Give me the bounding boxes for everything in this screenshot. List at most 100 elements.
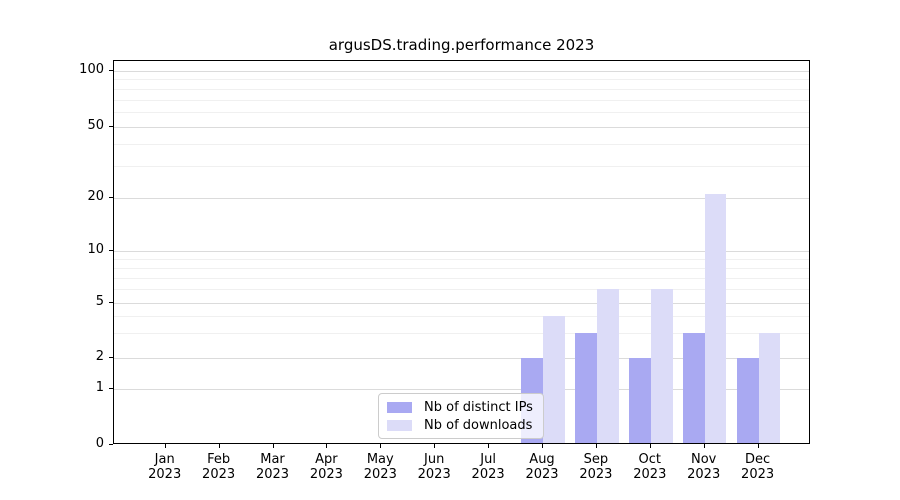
major-gridline — [114, 389, 809, 390]
major-gridline — [114, 357, 809, 359]
major-gridline — [114, 302, 809, 304]
minor-gridline — [114, 143, 809, 145]
x-tick-mark — [326, 444, 328, 448]
y-tick-mark — [109, 301, 113, 303]
x-tick-year: 2023 — [471, 467, 505, 482]
x-tick-mark — [542, 444, 543, 448]
x-tick-label-oct: Oct 2023 — [622, 452, 678, 482]
x-tick-label-jul: Jul 2023 — [460, 452, 516, 482]
x-tick-month: Dec — [745, 452, 771, 467]
x-tick-year: 2023 — [633, 467, 667, 482]
x-tick-mark — [757, 444, 759, 448]
major-gridline — [114, 71, 809, 72]
x-tick-year: 2023 — [741, 467, 775, 482]
bar-downloads-dec — [758, 333, 781, 444]
x-tick-month: Sep — [583, 452, 609, 467]
y-tick-mark — [109, 196, 113, 198]
x-tick-label-nov: Nov 2023 — [676, 452, 732, 482]
minor-gridline — [114, 277, 809, 279]
y-tick-mark — [109, 356, 113, 358]
x-tick-label-may: May 2023 — [352, 452, 408, 482]
bar-downloads-nov — [704, 193, 727, 444]
major-gridline — [114, 126, 809, 128]
y-tick-mark — [109, 70, 113, 71]
bar-distinct-ips-dec — [736, 357, 759, 444]
y-tick-label: 50 — [87, 117, 104, 133]
x-tick-month: Apr — [315, 452, 338, 467]
y-tick-label: 5 — [95, 293, 104, 309]
x-tick-month: Aug — [529, 452, 555, 467]
y-tick-label: 100 — [79, 62, 104, 77]
x-tick-mark — [649, 444, 651, 448]
legend-label-distinct-ips: Nb of distinct IPs — [424, 399, 533, 415]
y-tick-label: 10 — [87, 242, 104, 257]
x-tick-label-apr: Apr 2023 — [298, 452, 354, 482]
minor-gridline — [114, 258, 809, 260]
bar-distinct-ips-sep — [575, 333, 597, 444]
x-tick-label-sep: Sep 2023 — [568, 452, 624, 482]
x-tick-mark — [703, 444, 705, 448]
legend-item-distinct-ips: Nb of distinct IPs — [387, 400, 535, 415]
y-tick-mark — [109, 125, 113, 127]
x-tick-year: 2023 — [687, 467, 721, 482]
x-tick-year: 2023 — [148, 467, 182, 482]
legend: Nb of distinct IPs Nb of downloads — [378, 393, 544, 439]
x-tick-label-dec: Dec 2023 — [730, 452, 786, 482]
minor-gridline — [114, 288, 809, 290]
x-tick-month: Feb — [207, 452, 231, 467]
y-tick-mark — [109, 388, 113, 389]
x-tick-year: 2023 — [525, 467, 559, 482]
x-tick-month: Jul — [480, 452, 496, 467]
minor-gridline — [114, 79, 809, 81]
x-tick-year: 2023 — [255, 467, 290, 482]
x-tick-mark — [218, 444, 220, 448]
chart-title: argusDS.trading.performance 2023 — [328, 36, 595, 54]
x-tick-label-jan: Jan 2023 — [137, 452, 193, 482]
legend-label-downloads: Nb of downloads — [424, 417, 533, 433]
x-tick-mark — [380, 444, 382, 448]
minor-gridline — [114, 333, 809, 335]
minor-gridline — [114, 111, 809, 113]
bar-distinct-ips-nov — [682, 333, 705, 444]
y-tick-label: 20 — [87, 188, 104, 204]
minor-gridline — [114, 267, 809, 269]
legend-swatch-downloads — [387, 419, 412, 431]
y-tick-label: 2 — [95, 348, 104, 364]
y-tick-label: 1 — [95, 380, 104, 395]
x-tick-year: 2023 — [417, 467, 451, 482]
bar-downloads-aug — [543, 315, 565, 444]
x-tick-mark — [488, 444, 490, 448]
x-tick-year: 2023 — [579, 467, 613, 482]
major-gridline — [114, 251, 809, 252]
x-tick-mark — [595, 444, 597, 448]
x-tick-month: Jun — [424, 452, 445, 467]
legend-swatch-distinct-ips — [387, 401, 412, 413]
minor-gridline — [114, 315, 809, 317]
minor-gridline — [114, 88, 809, 90]
y-tick-mark — [109, 443, 113, 445]
bar-downloads-sep — [596, 288, 619, 444]
x-tick-label-feb: Feb 2023 — [191, 452, 247, 482]
x-tick-mark — [272, 444, 274, 448]
x-tick-month: Nov — [691, 452, 717, 467]
legend-item-downloads: Nb of downloads — [387, 418, 535, 433]
x-tick-year: 2023 — [309, 467, 343, 482]
x-tick-mark — [164, 444, 166, 448]
x-tick-year: 2023 — [363, 467, 397, 482]
y-tick-mark — [109, 250, 113, 251]
x-tick-mark — [434, 444, 436, 448]
x-tick-month: Jan — [154, 452, 175, 467]
major-gridline — [114, 197, 809, 199]
x-tick-month: Mar — [260, 452, 285, 467]
x-tick-month: Oct — [638, 452, 662, 467]
x-tick-label-aug: Aug 2023 — [514, 452, 570, 482]
x-tick-month: May — [366, 452, 394, 467]
x-tick-year: 2023 — [202, 467, 236, 482]
bar-distinct-ips-oct — [629, 357, 651, 444]
minor-gridline — [114, 166, 809, 168]
y-tick-label: 0 — [95, 435, 104, 451]
bar-downloads-oct — [650, 288, 673, 444]
x-tick-label-mar: Mar 2023 — [245, 452, 301, 482]
minor-gridline — [114, 99, 809, 101]
